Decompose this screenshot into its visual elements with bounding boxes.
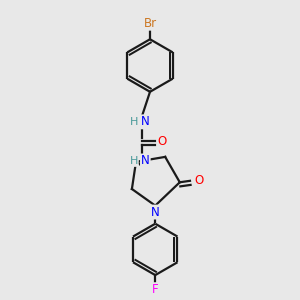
Text: N: N: [141, 154, 150, 167]
Text: O: O: [158, 135, 167, 148]
Text: N: N: [151, 206, 160, 218]
Text: Br: Br: [143, 17, 157, 30]
Text: H: H: [130, 156, 138, 166]
Text: O: O: [194, 174, 203, 187]
Text: F: F: [152, 283, 159, 296]
Text: N: N: [141, 116, 150, 128]
Text: H: H: [130, 117, 138, 127]
